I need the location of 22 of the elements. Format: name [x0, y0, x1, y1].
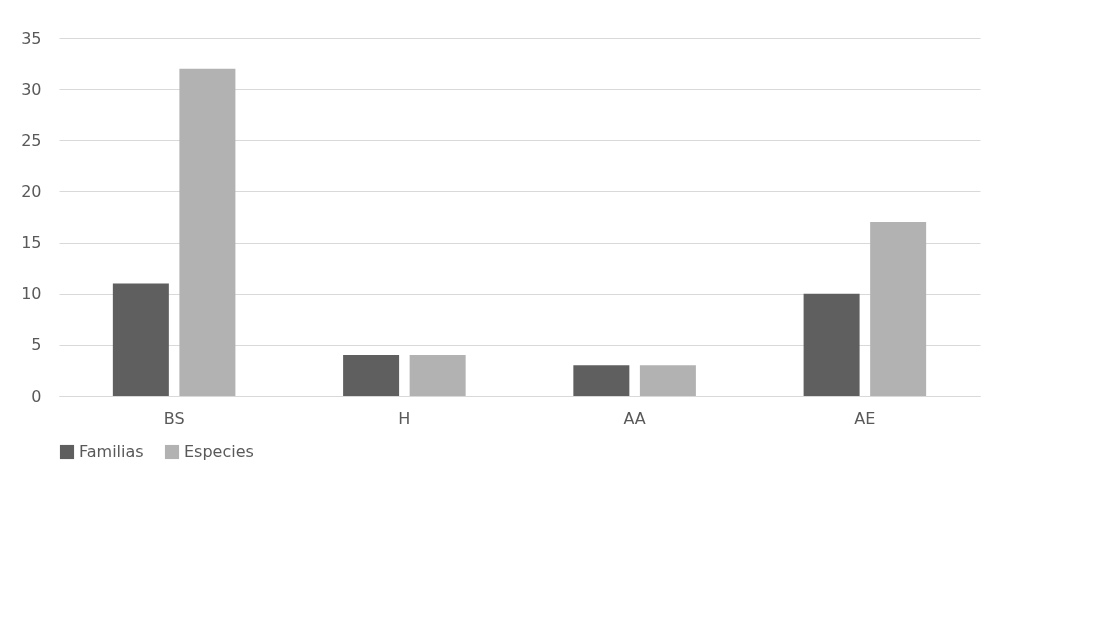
- legend-label: Especies: [184, 442, 254, 461]
- y-tick-label: 15: [21, 233, 42, 253]
- bar: [573, 365, 630, 396]
- y-tick-label: 20: [21, 181, 42, 201]
- y-tick-label: 10: [21, 284, 42, 304]
- x-tick-label: AE: [854, 408, 876, 428]
- y-tick-label: 30: [21, 79, 42, 99]
- x-tick-label: BS: [163, 408, 185, 428]
- bar: [803, 293, 860, 396]
- bar: [112, 283, 169, 396]
- bar: [343, 355, 400, 396]
- x-tick-label: AA: [623, 408, 646, 428]
- bar: [409, 355, 466, 396]
- bar: [179, 68, 236, 396]
- x-tick-label: H: [398, 408, 411, 428]
- y-tick-label: 0: [31, 386, 42, 406]
- y-tick-label: 25: [21, 130, 42, 150]
- y-tick-label: 5: [31, 335, 42, 355]
- bar: [870, 222, 927, 396]
- y-tick-label: 35: [21, 28, 42, 48]
- bar: [639, 365, 696, 396]
- legend-label: Familias: [79, 442, 144, 461]
